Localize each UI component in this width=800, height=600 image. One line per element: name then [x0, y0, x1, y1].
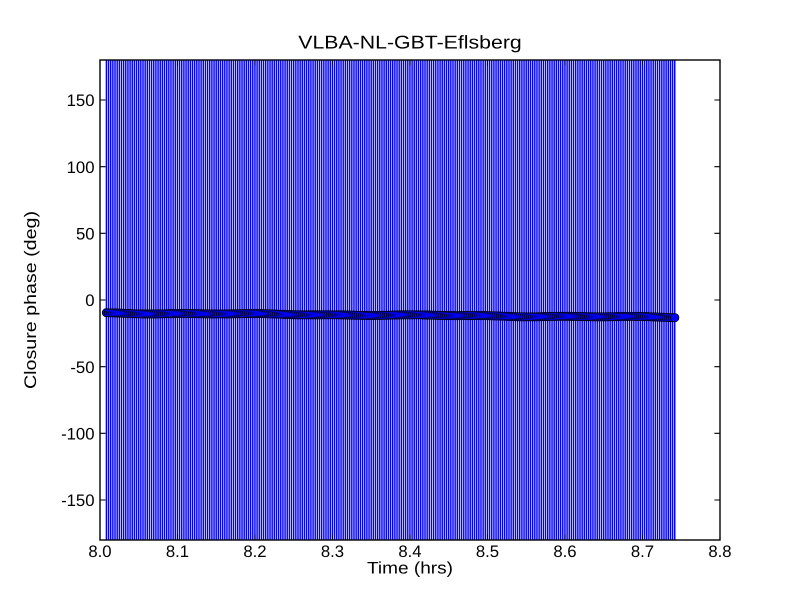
svg-text:-150: -150: [61, 491, 94, 510]
svg-text:8.0: 8.0: [88, 542, 111, 561]
svg-text:8.7: 8.7: [631, 542, 654, 561]
svg-text:Closure phase (deg): Closure phase (deg): [21, 211, 40, 389]
svg-text:Time (hrs): Time (hrs): [367, 559, 453, 578]
svg-text:100: 100: [67, 158, 95, 177]
svg-text:8.4: 8.4: [398, 542, 421, 561]
svg-text:0: 0: [85, 291, 94, 310]
svg-text:-50: -50: [70, 358, 94, 377]
svg-text:8.8: 8.8: [708, 542, 731, 561]
svg-text:-100: -100: [61, 424, 94, 443]
svg-text:VLBA-NL-GBT-Eflsberg: VLBA-NL-GBT-Eflsberg: [298, 32, 522, 53]
svg-text:8.5: 8.5: [476, 542, 499, 561]
svg-text:150: 150: [67, 91, 95, 110]
svg-text:50: 50: [76, 224, 95, 243]
svg-text:8.3: 8.3: [321, 542, 344, 561]
svg-text:8.2: 8.2: [243, 542, 266, 561]
svg-text:8.6: 8.6: [553, 542, 576, 561]
svg-text:8.1: 8.1: [166, 542, 189, 561]
